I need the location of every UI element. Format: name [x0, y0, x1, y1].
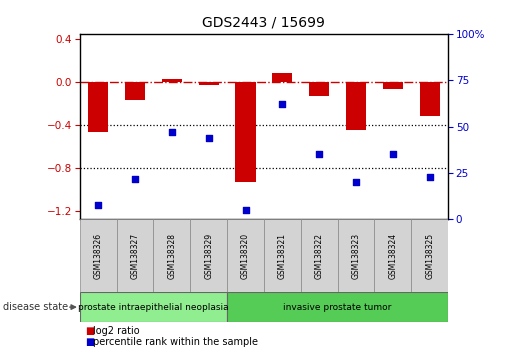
Point: [278, 101, 286, 107]
Bar: [264, 219, 301, 292]
Point: [389, 152, 397, 157]
Text: prostate intraepithelial neoplasia: prostate intraepithelial neoplasia: [78, 303, 229, 312]
Bar: [153, 219, 191, 292]
Text: GSM138320: GSM138320: [241, 233, 250, 279]
Bar: [116, 219, 153, 292]
Bar: [80, 219, 117, 292]
Text: GSM138324: GSM138324: [388, 233, 397, 279]
Text: GSM138323: GSM138323: [352, 233, 360, 279]
Point: [352, 179, 360, 185]
Point: [131, 176, 139, 181]
Bar: [301, 219, 338, 292]
Text: GSM138329: GSM138329: [204, 233, 213, 279]
Bar: [199, 82, 219, 85]
Point: [168, 129, 176, 135]
Text: ■: ■: [85, 326, 94, 336]
Bar: [272, 73, 293, 82]
Text: GSM138328: GSM138328: [167, 233, 176, 279]
Point: [94, 202, 102, 207]
Text: GSM138325: GSM138325: [425, 233, 434, 279]
Point: [315, 152, 323, 157]
Text: disease state: disease state: [3, 302, 67, 312]
Title: GDS2443 / 15699: GDS2443 / 15699: [202, 16, 325, 30]
Text: log2 ratio: log2 ratio: [93, 326, 140, 336]
Text: GSM138322: GSM138322: [315, 233, 323, 279]
Text: GSM138321: GSM138321: [278, 233, 287, 279]
Text: percentile rank within the sample: percentile rank within the sample: [93, 337, 258, 347]
Bar: [338, 219, 374, 292]
Bar: [383, 82, 403, 90]
Bar: [420, 82, 440, 116]
Bar: [162, 79, 182, 82]
Bar: [227, 292, 448, 322]
Bar: [411, 219, 448, 292]
Bar: [374, 219, 411, 292]
Text: ■: ■: [85, 337, 94, 347]
Point: [242, 207, 250, 213]
Point: [425, 174, 434, 179]
Bar: [235, 82, 255, 182]
Bar: [227, 219, 264, 292]
Text: invasive prostate tumor: invasive prostate tumor: [283, 303, 392, 312]
Bar: [346, 82, 366, 130]
Bar: [125, 82, 145, 100]
Bar: [191, 219, 227, 292]
Point: [204, 135, 213, 141]
Text: GSM138326: GSM138326: [94, 233, 102, 279]
Bar: [80, 292, 227, 322]
Bar: [309, 82, 329, 96]
Bar: [88, 82, 108, 132]
Text: GSM138327: GSM138327: [131, 233, 140, 279]
